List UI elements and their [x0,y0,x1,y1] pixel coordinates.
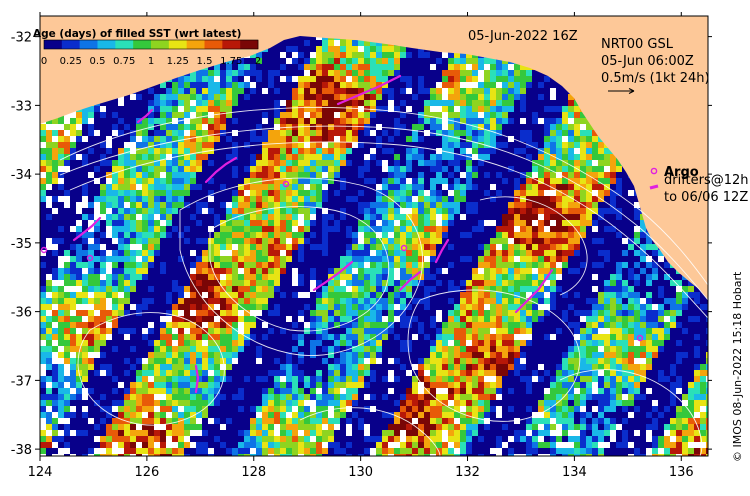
x-tick-label: 134 [562,465,587,480]
x-tick-label: 128 [241,465,266,480]
colorbar-swatch [61,40,80,49]
argo-legend-label: Argo [664,165,699,180]
y-tick-label: -38 [11,443,32,458]
drifter-legend-line1: drifters@12h [664,173,749,188]
x-tick-label: 130 [348,465,373,480]
colorbar-title: Age (days) of filled SST (wrt latest) [33,28,241,40]
drifter-legend-line2: to 06/06 12Z [664,190,748,205]
colorbar-swatch [186,40,205,49]
velocity-arrow-head-icon [628,88,635,94]
x-tick-label: 132 [455,465,480,480]
colorbar-tick-label: 0.25 [60,56,82,67]
plot-frame [39,15,709,457]
credit-text: © IMOS 08-Jun-2022 15:18 Hobart [731,271,744,462]
colorbar-tick-label: 0.75 [113,56,135,67]
colorbar-swatch [168,40,187,49]
colorbar-swatch [151,40,170,49]
argo-legend-icon [650,167,658,175]
colorbar-tick-label: 1.25 [167,56,189,67]
colorbar-swatch [240,40,259,49]
y-tick-label: -32 [11,31,32,46]
colorbar-tick-label: 1.5 [197,56,213,67]
colorbar-swatch [115,40,134,49]
colorbar-swatch [222,40,241,49]
colorbar-tick-label: 1 [148,56,154,67]
colorbar-swatch [97,40,116,49]
y-axis: -32 -33 -34 -35 -36 -37 -38 [11,31,712,458]
velocity-scale: 0.5m/s (1kt 24h) [601,71,710,86]
colorbar: Age (days) of filled SST (wrt latest) 0 0… [33,28,261,67]
y-tick-label: -37 [11,374,32,389]
colorbar-tick-label: 0.5 [90,56,106,67]
colorbar-swatch [133,40,152,49]
colorbar-tick-label: 0 [41,56,47,67]
colorbar-swatch [79,40,98,49]
y-tick-label: -36 [11,306,32,321]
argo-floats [40,180,644,342]
colorbar-tick-label: 1.75 [220,56,242,67]
y-tick-label: -35 [11,237,32,252]
velocity-time: 05-Jun 06:00Z [601,54,694,69]
drifter-tracks [72,74,554,394]
colorbar-swatch [204,40,223,49]
colorbar-tick-label: 2 [255,56,261,67]
x-tick-label: 126 [134,465,159,480]
product-name: NRT00 GSL [601,37,674,52]
y-tick-label: -34 [11,168,32,183]
x-tick-label: 124 [28,465,53,480]
y-tick-label: -33 [11,99,32,114]
colorbar-swatch [44,40,63,49]
x-axis: 124 126 128 130 132 134 136 [28,12,694,480]
drifter-legend-icon [649,184,659,190]
x-tick-label: 136 [669,465,694,480]
sea-level-contours [59,107,708,456]
map-datetime: 05-Jun-2022 16Z [468,29,578,44]
